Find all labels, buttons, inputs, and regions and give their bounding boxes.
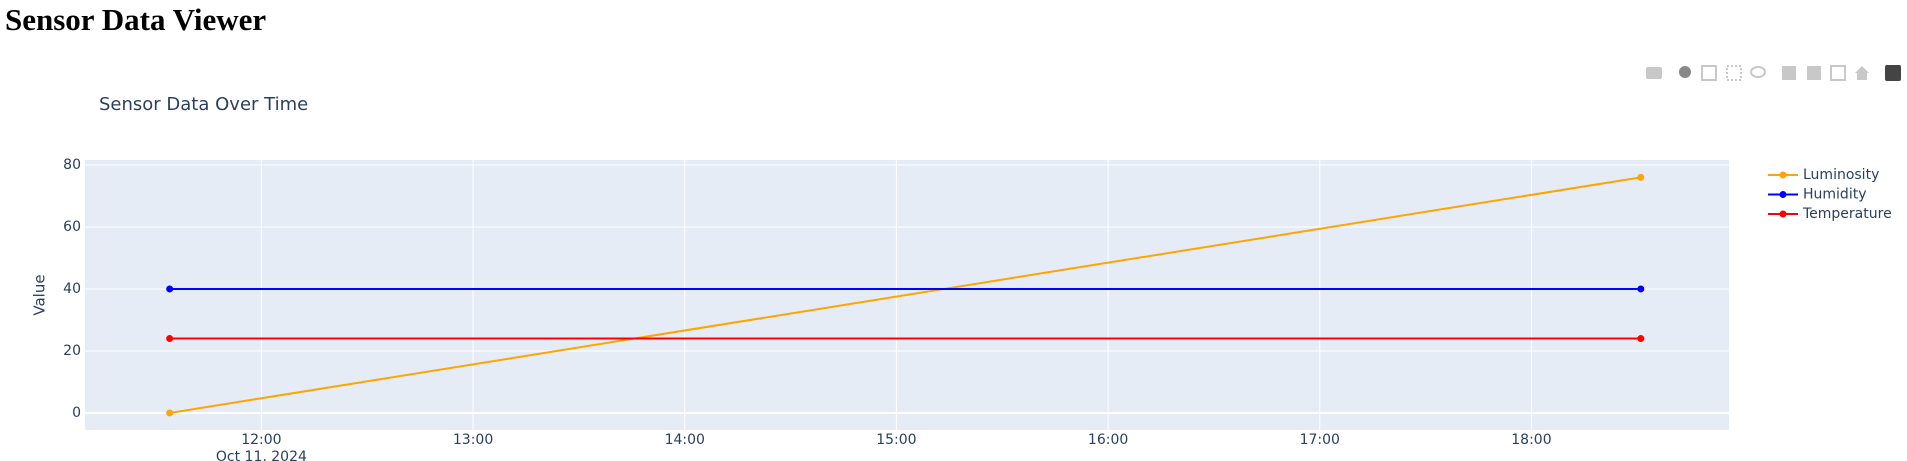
- series-line: [169, 176, 1641, 414]
- zoom-out-button[interactable]: [1807, 66, 1821, 80]
- y-axis-title: Value: [31, 274, 49, 315]
- zoom-button[interactable]: [1679, 66, 1691, 78]
- page-title: Sensor Data Viewer: [5, 2, 267, 37]
- pan-button[interactable]: [1701, 65, 1717, 81]
- y-tick-label: 20: [63, 343, 81, 359]
- series-marker: [1637, 173, 1645, 181]
- series-marker: [166, 285, 174, 293]
- camera-button[interactable]: [1646, 67, 1662, 79]
- legend-label[interactable]: Humidity: [1803, 187, 1866, 203]
- x-tick-label: 18:00: [1511, 432, 1551, 448]
- lasso-button[interactable]: [1750, 66, 1766, 78]
- select-button[interactable]: [1726, 65, 1742, 81]
- x-tick-label: 13:00: [453, 432, 493, 448]
- plotly-logo[interactable]: [1885, 65, 1901, 81]
- y-tick-label: 40: [63, 281, 81, 297]
- y-tick-label: 80: [63, 157, 81, 173]
- series-marker: [1637, 335, 1645, 343]
- x-date-label: Oct 11, 2024: [216, 449, 307, 461]
- y-tick-label: 60: [63, 219, 81, 235]
- y-tick-label: 0: [72, 405, 81, 421]
- legend-label[interactable]: Temperature: [1802, 206, 1892, 222]
- reset-button[interactable]: [1855, 66, 1869, 80]
- series-marker: [1637, 285, 1645, 293]
- legend-marker: [1779, 191, 1787, 198]
- modebar: [1646, 65, 1901, 81]
- series-marker: [166, 335, 174, 343]
- x-tick-label: 17:00: [1300, 432, 1340, 448]
- legend-label[interactable]: Luminosity: [1803, 167, 1879, 183]
- chart-title: Sensor Data Over Time: [99, 94, 308, 115]
- x-tick-label: 12:00: [241, 432, 281, 448]
- series-marker: [166, 409, 174, 417]
- x-tick-label: 16:00: [1088, 432, 1128, 448]
- zoom-in-button[interactable]: [1782, 66, 1796, 80]
- legend-marker: [1779, 210, 1787, 218]
- autoscale-button[interactable]: [1830, 65, 1846, 81]
- legend-marker: [1779, 171, 1787, 179]
- x-tick-label: 14:00: [665, 432, 705, 448]
- x-tick-label: 15:00: [876, 432, 916, 448]
